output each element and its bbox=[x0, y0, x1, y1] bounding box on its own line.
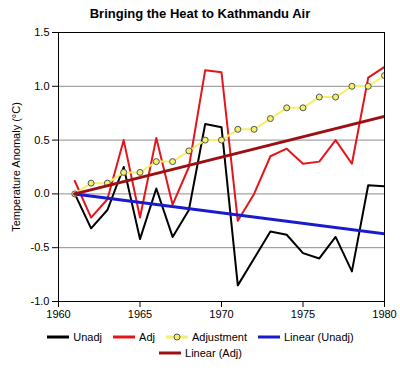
svg-text:-1.0: -1.0 bbox=[31, 295, 50, 307]
html-text:Unadj: Unadj bbox=[73, 331, 102, 343]
svg-text:1960: 1960 bbox=[46, 308, 70, 320]
html-text:Linear (Unadj): Linear (Unadj) bbox=[284, 331, 354, 343]
svg-text:1965: 1965 bbox=[128, 308, 152, 320]
svg-text:0.5: 0.5 bbox=[34, 134, 49, 146]
html-text:Adjustment: Adjustment bbox=[192, 331, 247, 343]
html-text:Bringing the Heat to Kathmandu: Bringing the Heat to Kathmandu Air bbox=[89, 6, 311, 21]
svg-text:0.0: 0.0 bbox=[34, 187, 49, 199]
svg-text:1.0: 1.0 bbox=[34, 80, 49, 92]
svg-text:-0.5: -0.5 bbox=[31, 241, 50, 253]
html-text:Linear (Adj): Linear (Adj) bbox=[185, 347, 242, 359]
svg-text:Temperature Anomaly (°C): Temperature Anomaly (°C) bbox=[10, 102, 22, 232]
svg-text:1980: 1980 bbox=[372, 308, 396, 320]
svg-text:1975: 1975 bbox=[291, 308, 315, 320]
html-text:Adj: Adj bbox=[139, 331, 155, 343]
svg-text:1.5: 1.5 bbox=[34, 26, 49, 38]
svg-text:1970: 1970 bbox=[209, 308, 233, 320]
